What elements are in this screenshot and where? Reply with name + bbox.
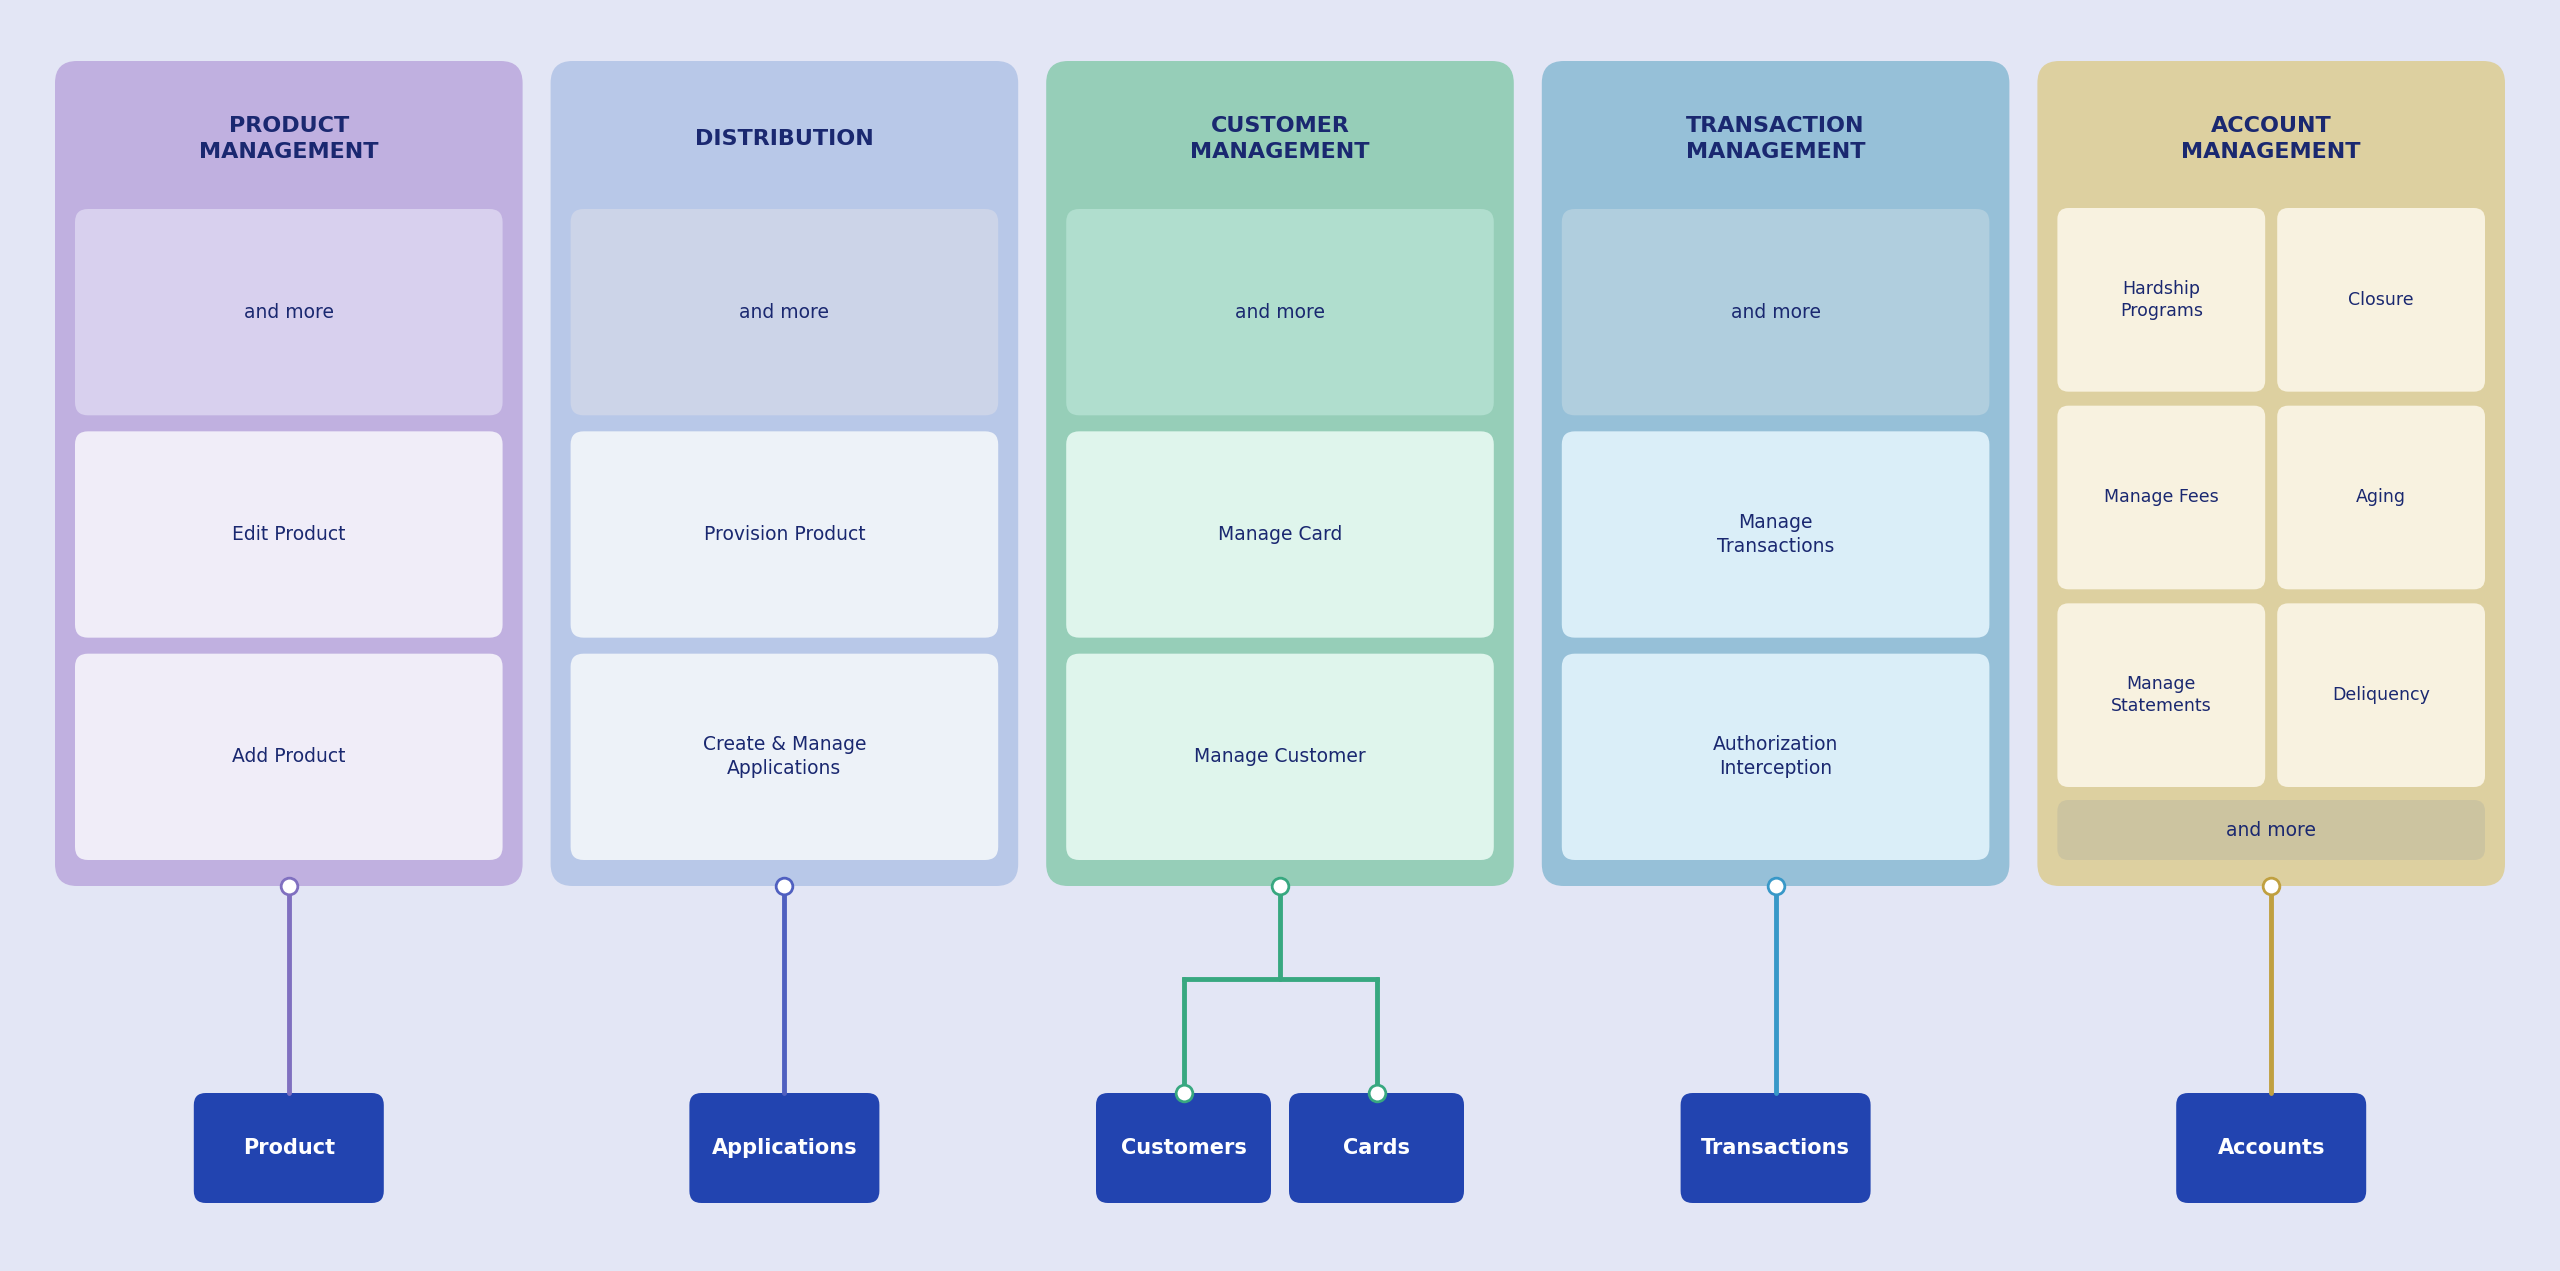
- Text: Create & Manage
Applications: Create & Manage Applications: [701, 735, 865, 778]
- FancyBboxPatch shape: [1047, 61, 1513, 886]
- FancyBboxPatch shape: [2058, 604, 2266, 787]
- Text: Cards: Cards: [1344, 1138, 1411, 1158]
- FancyBboxPatch shape: [74, 431, 502, 638]
- FancyBboxPatch shape: [571, 431, 998, 638]
- Text: Hardship
Programs: Hardship Programs: [2120, 280, 2202, 320]
- FancyBboxPatch shape: [2278, 405, 2486, 590]
- FancyBboxPatch shape: [2278, 604, 2486, 787]
- FancyBboxPatch shape: [689, 1093, 881, 1202]
- FancyBboxPatch shape: [2058, 799, 2486, 860]
- FancyBboxPatch shape: [1562, 208, 1989, 416]
- Text: and more: and more: [2227, 821, 2317, 840]
- Text: Manage Fees: Manage Fees: [2104, 488, 2220, 507]
- FancyBboxPatch shape: [2058, 208, 2266, 391]
- FancyBboxPatch shape: [571, 208, 998, 416]
- Text: and more: and more: [740, 302, 829, 322]
- FancyBboxPatch shape: [195, 1093, 384, 1202]
- Text: DISTRIBUTION: DISTRIBUTION: [694, 128, 873, 149]
- FancyBboxPatch shape: [1679, 1093, 1871, 1202]
- Text: Accounts: Accounts: [2217, 1138, 2324, 1158]
- Text: Closure: Closure: [2348, 291, 2414, 309]
- Text: PRODUCT
MANAGEMENT: PRODUCT MANAGEMENT: [200, 116, 379, 161]
- Text: Applications: Applications: [712, 1138, 858, 1158]
- FancyBboxPatch shape: [2038, 61, 2506, 886]
- FancyBboxPatch shape: [2058, 405, 2266, 590]
- Text: Manage
Statements: Manage Statements: [2112, 675, 2212, 716]
- FancyBboxPatch shape: [1065, 431, 1495, 638]
- Text: Customers: Customers: [1121, 1138, 1247, 1158]
- FancyBboxPatch shape: [74, 653, 502, 860]
- Text: Transactions: Transactions: [1700, 1138, 1851, 1158]
- Text: Provision Product: Provision Product: [704, 525, 865, 544]
- Text: Manage Card: Manage Card: [1219, 525, 1341, 544]
- Text: Manage
Transactions: Manage Transactions: [1718, 513, 1836, 557]
- Text: Product: Product: [243, 1138, 335, 1158]
- Text: Edit Product: Edit Product: [233, 525, 346, 544]
- FancyBboxPatch shape: [571, 653, 998, 860]
- Text: Aging: Aging: [2355, 488, 2406, 507]
- FancyBboxPatch shape: [1541, 61, 2010, 886]
- FancyBboxPatch shape: [550, 61, 1019, 886]
- Text: Authorization
Interception: Authorization Interception: [1713, 735, 1838, 778]
- FancyBboxPatch shape: [74, 208, 502, 416]
- Text: Deliquency: Deliquency: [2332, 686, 2429, 704]
- FancyBboxPatch shape: [1096, 1093, 1270, 1202]
- FancyBboxPatch shape: [1562, 431, 1989, 638]
- Text: ACCOUNT
MANAGEMENT: ACCOUNT MANAGEMENT: [2181, 116, 2360, 161]
- FancyBboxPatch shape: [54, 61, 522, 886]
- Text: and more: and more: [1234, 302, 1326, 322]
- FancyBboxPatch shape: [2278, 208, 2486, 391]
- FancyBboxPatch shape: [2176, 1093, 2365, 1202]
- FancyBboxPatch shape: [1065, 653, 1495, 860]
- Text: Manage Customer: Manage Customer: [1193, 747, 1367, 766]
- Text: Add Product: Add Product: [233, 747, 346, 766]
- Text: TRANSACTION
MANAGEMENT: TRANSACTION MANAGEMENT: [1687, 116, 1866, 161]
- FancyBboxPatch shape: [1065, 208, 1495, 416]
- FancyBboxPatch shape: [1562, 653, 1989, 860]
- Text: CUSTOMER
MANAGEMENT: CUSTOMER MANAGEMENT: [1190, 116, 1370, 161]
- FancyBboxPatch shape: [1290, 1093, 1464, 1202]
- Text: and more: and more: [1731, 302, 1820, 322]
- Text: and more: and more: [243, 302, 333, 322]
